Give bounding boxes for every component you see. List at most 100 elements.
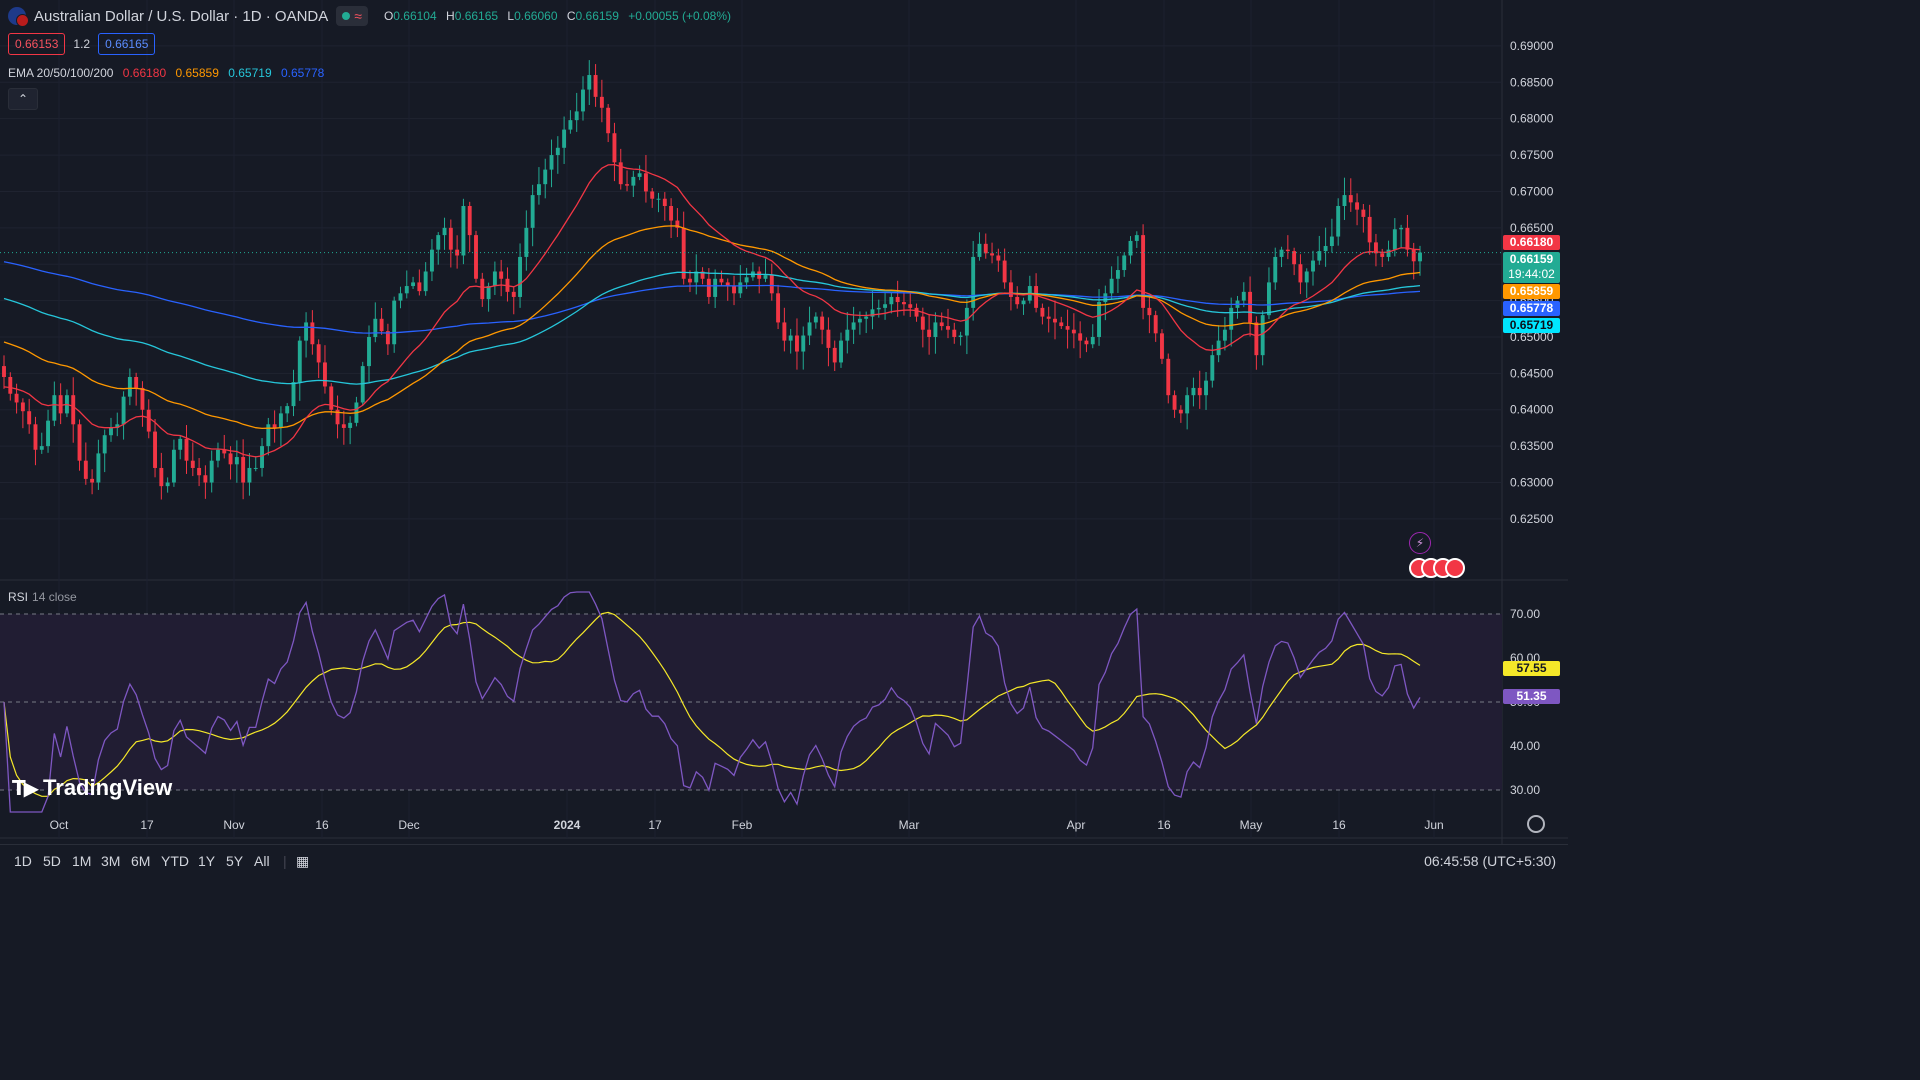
candle-body [637, 173, 642, 177]
settings-gear-icon[interactable] [1527, 815, 1545, 833]
candle-body [688, 278, 692, 283]
candle-body [1071, 329, 1076, 334]
ema20-value: 0.66180 [122, 66, 167, 80]
candle-body [1273, 256, 1278, 283]
chevron-up-icon: ⌃ [17, 92, 29, 106]
candle-body [694, 271, 699, 283]
ema50-value: 0.65859 [175, 66, 219, 80]
ask-button[interactable]: 0.66165 [98, 33, 156, 55]
candle-body [1405, 227, 1410, 250]
candle-body [977, 243, 982, 257]
candle-body [448, 227, 453, 250]
lightning-icon[interactable]: ⚡ [1409, 532, 1431, 554]
rsi-label: RSI [8, 590, 29, 604]
tf-1d[interactable]: 1D [14, 853, 32, 869]
candle-body [310, 322, 315, 345]
rsi-legend[interactable]: RSI 14 close [8, 590, 77, 604]
collapse-legend-button[interactable]: ⌃ [8, 88, 38, 110]
candle-body [1367, 216, 1372, 243]
ema200-line [3, 261, 1421, 334]
bid-button[interactable]: 0.66153 [8, 33, 66, 55]
candle-body [763, 275, 768, 279]
candle-body [555, 147, 560, 156]
rsi-tick-label: 40.00 [1510, 739, 1540, 753]
candle-body [700, 271, 705, 279]
candle-body [404, 286, 409, 294]
candle-body [27, 411, 32, 425]
candle-body [159, 467, 164, 487]
candle-body [1046, 316, 1051, 319]
indicator-wave-icon: ≈ [354, 8, 362, 24]
candle-body [706, 278, 711, 297]
candle-body [329, 386, 334, 410]
candle-body [1210, 355, 1215, 381]
tf-all[interactable]: All [254, 853, 270, 869]
bottom-toolbar: 1D 5D 1M 3M 6M YTD 1Y 5Y All | ▦ 06:45:5… [0, 844, 1568, 879]
chart-canvas[interactable]: 0.69000 0.68500 0.68000 0.67500 0.67000 0.665… [0, 0, 1568, 844]
candle-body [1197, 387, 1202, 396]
candle-body [1329, 236, 1334, 247]
tf-6m[interactable]: 6M [131, 853, 151, 869]
candle-body [593, 75, 598, 97]
time-tick-label: Apr [1067, 818, 1086, 832]
candle-body [1122, 255, 1127, 271]
candle-body [436, 235, 441, 250]
candle-body [1323, 246, 1328, 252]
time-tick-label: May [1240, 818, 1263, 832]
candle-body [209, 460, 214, 483]
candle-body [1160, 333, 1164, 359]
symbol-title[interactable]: Australian Dollar / U.S. Dollar · 1D · O… [34, 7, 329, 25]
tf-5y[interactable]: 5Y [226, 853, 244, 869]
candle-body [656, 198, 661, 200]
candle-body [379, 318, 384, 332]
tradingview-logo[interactable]: 𝗧▶ TradingView [12, 775, 172, 801]
candle-body [1002, 260, 1007, 283]
candle-body [1399, 227, 1404, 230]
candle-body [197, 467, 202, 476]
candle-body [341, 424, 346, 428]
candle-body [52, 395, 57, 421]
ema-label: EMA 20/50/100/200 [8, 66, 114, 80]
candle-body [1304, 271, 1309, 283]
candle-body [530, 195, 535, 228]
candle-body [90, 478, 95, 483]
tf-1m[interactable]: 1M [72, 853, 92, 869]
tf-3m[interactable]: 3M [101, 853, 121, 869]
candle-body [518, 256, 523, 297]
candle-body [1084, 340, 1089, 345]
candle-body [625, 184, 629, 186]
tf-ytd[interactable]: YTD [161, 853, 189, 869]
candle-body [492, 271, 497, 287]
candle-body [2, 366, 6, 377]
tv-logo-icon: 𝗧▶ [12, 777, 39, 800]
candle-body [1185, 395, 1190, 414]
candle-body [1040, 307, 1045, 317]
tf-1y[interactable]: 1Y [198, 853, 216, 869]
candle-body [1411, 249, 1416, 262]
market-status-pill[interactable]: ≈ [336, 6, 368, 26]
price-tick-label: 0.65000 [1510, 330, 1554, 344]
candle-body [1222, 329, 1227, 341]
candle-body [1373, 242, 1378, 254]
candle-body [278, 413, 283, 428]
clock-readout[interactable]: 06:45:58 (UTC+5:30) [1424, 853, 1556, 869]
ema-legend[interactable]: EMA 20/50/100/200 0.66180 0.65859 0.6571… [8, 66, 330, 80]
ema20-line [3, 163, 1421, 458]
candle-body [832, 347, 837, 363]
candle-body [964, 307, 969, 336]
candle-body [1241, 291, 1246, 301]
candle-body [247, 467, 252, 483]
tf-5d[interactable]: 5D [43, 853, 61, 869]
price-tick-label: 0.63000 [1510, 476, 1554, 490]
candle-body [222, 449, 227, 454]
candle-body [373, 318, 378, 337]
rsi-tick-label: 70.00 [1510, 607, 1540, 621]
candle-body [908, 304, 913, 308]
candle-body [348, 422, 353, 428]
candle-body [511, 291, 516, 297]
economic-events[interactable] [1409, 558, 1465, 578]
date-range-calendar-icon[interactable]: ▦ [296, 853, 310, 869]
candle-body [216, 449, 220, 461]
candle-body [744, 277, 749, 283]
candle-body [442, 227, 447, 236]
